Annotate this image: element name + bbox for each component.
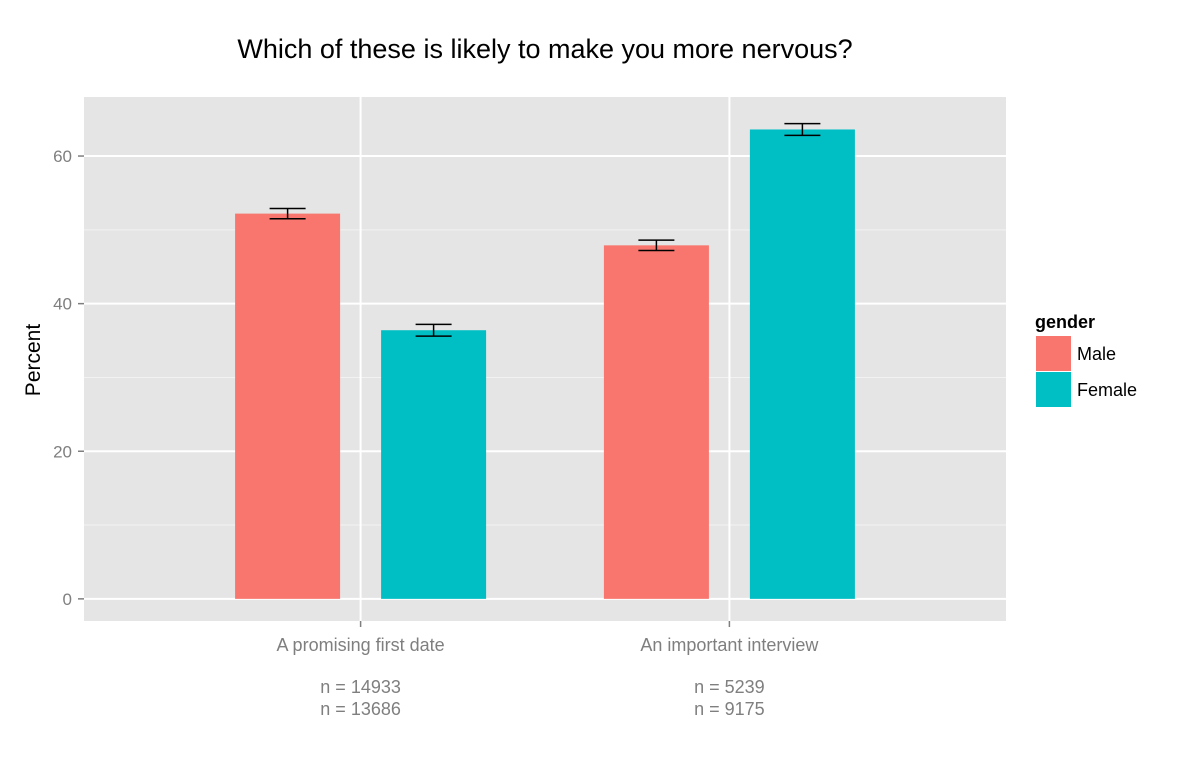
- y-tick-label: 60: [53, 147, 72, 166]
- bar-male-2: [603, 245, 709, 599]
- error-bar-female-1: [415, 323, 452, 337]
- error-bar-male-2: [638, 239, 675, 252]
- bar-layer: [235, 129, 855, 599]
- legend-swatch-male: [1036, 336, 1071, 371]
- chart-title: Which of these is likely to make you mor…: [237, 34, 852, 64]
- legend-label-male: Male: [1077, 344, 1116, 364]
- x-tick-label: A promising first date: [277, 635, 445, 655]
- sample-size-label: n = 9175: [694, 699, 765, 719]
- legend-items: Male Female: [1036, 336, 1137, 407]
- sample-size-label: n = 14933: [320, 677, 401, 697]
- x-tick-label: An important interview: [640, 635, 819, 655]
- sample-size-label: n = 13686: [320, 699, 401, 719]
- legend: gender Male Female: [1035, 312, 1137, 407]
- plot-panel: [84, 97, 1006, 621]
- sample-size-label: n = 5239: [694, 677, 765, 697]
- error-bar-male-1: [269, 207, 306, 220]
- error-bar-layer: [269, 122, 821, 337]
- legend-title: gender: [1035, 312, 1095, 332]
- legend-label-female: Female: [1077, 380, 1137, 400]
- y-tick-label: 0: [63, 590, 72, 609]
- bar-female-1: [381, 330, 487, 599]
- y-tick-label: 20: [53, 442, 72, 461]
- error-bar-female-2: [784, 122, 821, 137]
- bar-female-2: [749, 129, 855, 599]
- y-tick-label: 40: [53, 295, 72, 314]
- bar-male-1: [235, 213, 341, 599]
- y-axis-label: Percent: [22, 324, 45, 397]
- legend-swatch-female: [1036, 372, 1071, 407]
